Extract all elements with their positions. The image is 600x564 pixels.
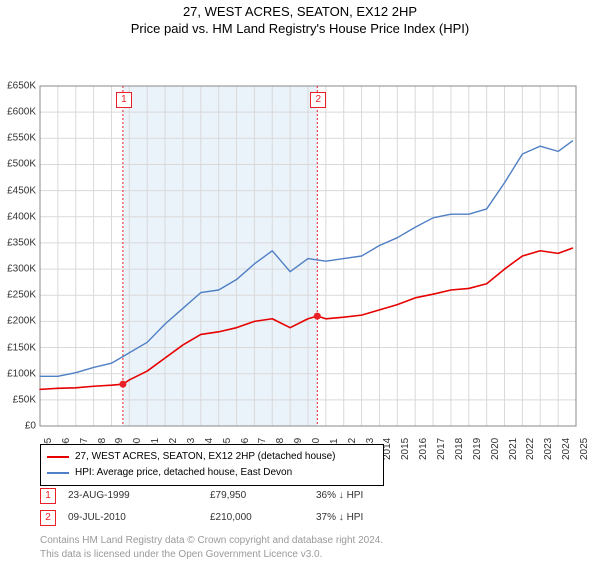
sale-record-row: 2 09-JUL-2010 £210,000 37% ↓ HPI bbox=[40, 510, 560, 526]
legend-swatch-blue bbox=[47, 472, 69, 474]
sale-record-diff: 37% ↓ HPI bbox=[316, 512, 363, 523]
y-tick-label: £100K bbox=[7, 368, 36, 379]
legend-swatch-red bbox=[47, 456, 69, 458]
y-tick-label: £600K bbox=[7, 107, 36, 118]
sale-record-price: £210,000 bbox=[210, 512, 252, 523]
x-tick-label: 2023 bbox=[543, 438, 554, 460]
y-tick-label: £650K bbox=[7, 81, 36, 92]
sale-record-date: 23-AUG-1999 bbox=[68, 490, 130, 501]
y-tick-label: £550K bbox=[7, 133, 36, 144]
legend-label-blue: HPI: Average price, detached house, East… bbox=[75, 465, 292, 481]
x-tick-label: 2017 bbox=[436, 438, 447, 460]
legend-row-series-red: 27, WEST ACRES, SEATON, EX12 2HP (detach… bbox=[47, 449, 377, 465]
sale-record-date: 09-JUL-2010 bbox=[68, 512, 126, 523]
price-chart-svg bbox=[0, 36, 600, 476]
sale-record-diff: 36% ↓ HPI bbox=[316, 490, 363, 501]
footer-line1: Contains HM Land Registry data © Crown c… bbox=[40, 534, 383, 548]
y-tick-label: £200K bbox=[7, 316, 36, 327]
x-tick-label: 2016 bbox=[418, 438, 429, 460]
legend-label-red: 27, WEST ACRES, SEATON, EX12 2HP (detach… bbox=[75, 449, 336, 465]
sale-record-row: 1 23-AUG-1999 £79,950 36% ↓ HPI bbox=[40, 488, 560, 504]
y-tick-label: £300K bbox=[7, 264, 36, 275]
sale-record-marker: 1 bbox=[40, 488, 56, 504]
x-tick-label: 2015 bbox=[400, 438, 411, 460]
y-tick-label: £350K bbox=[7, 237, 36, 248]
x-tick-label: 2021 bbox=[508, 438, 519, 460]
legend-box: 27, WEST ACRES, SEATON, EX12 2HP (detach… bbox=[40, 444, 384, 486]
sale-record-marker: 2 bbox=[40, 510, 56, 526]
y-tick-label: £400K bbox=[7, 211, 36, 222]
y-tick-label: £150K bbox=[7, 342, 36, 353]
y-tick-label: £50K bbox=[13, 394, 36, 405]
y-tick-label: £500K bbox=[7, 159, 36, 170]
sale-record-price: £79,950 bbox=[210, 490, 246, 501]
chart-title-address: 27, WEST ACRES, SEATON, EX12 2HP bbox=[0, 4, 600, 19]
x-tick-label: 2014 bbox=[382, 438, 393, 460]
x-tick-label: 2019 bbox=[472, 438, 483, 460]
chart-title-sub: Price paid vs. HM Land Registry's House … bbox=[0, 21, 600, 36]
x-tick-label: 2024 bbox=[561, 438, 572, 460]
sale-marker-box: 2 bbox=[310, 92, 326, 108]
x-tick-label: 2022 bbox=[525, 438, 536, 460]
y-tick-label: £0 bbox=[25, 421, 36, 432]
footer-attribution: Contains HM Land Registry data © Crown c… bbox=[40, 534, 383, 562]
legend-row-series-blue: HPI: Average price, detached house, East… bbox=[47, 465, 377, 481]
sale-marker-box: 1 bbox=[116, 92, 132, 108]
x-tick-label: 2020 bbox=[490, 438, 501, 460]
y-tick-label: £250K bbox=[7, 290, 36, 301]
x-tick-label: 2025 bbox=[579, 438, 590, 460]
y-tick-label: £450K bbox=[7, 185, 36, 196]
x-tick-label: 2018 bbox=[454, 438, 465, 460]
